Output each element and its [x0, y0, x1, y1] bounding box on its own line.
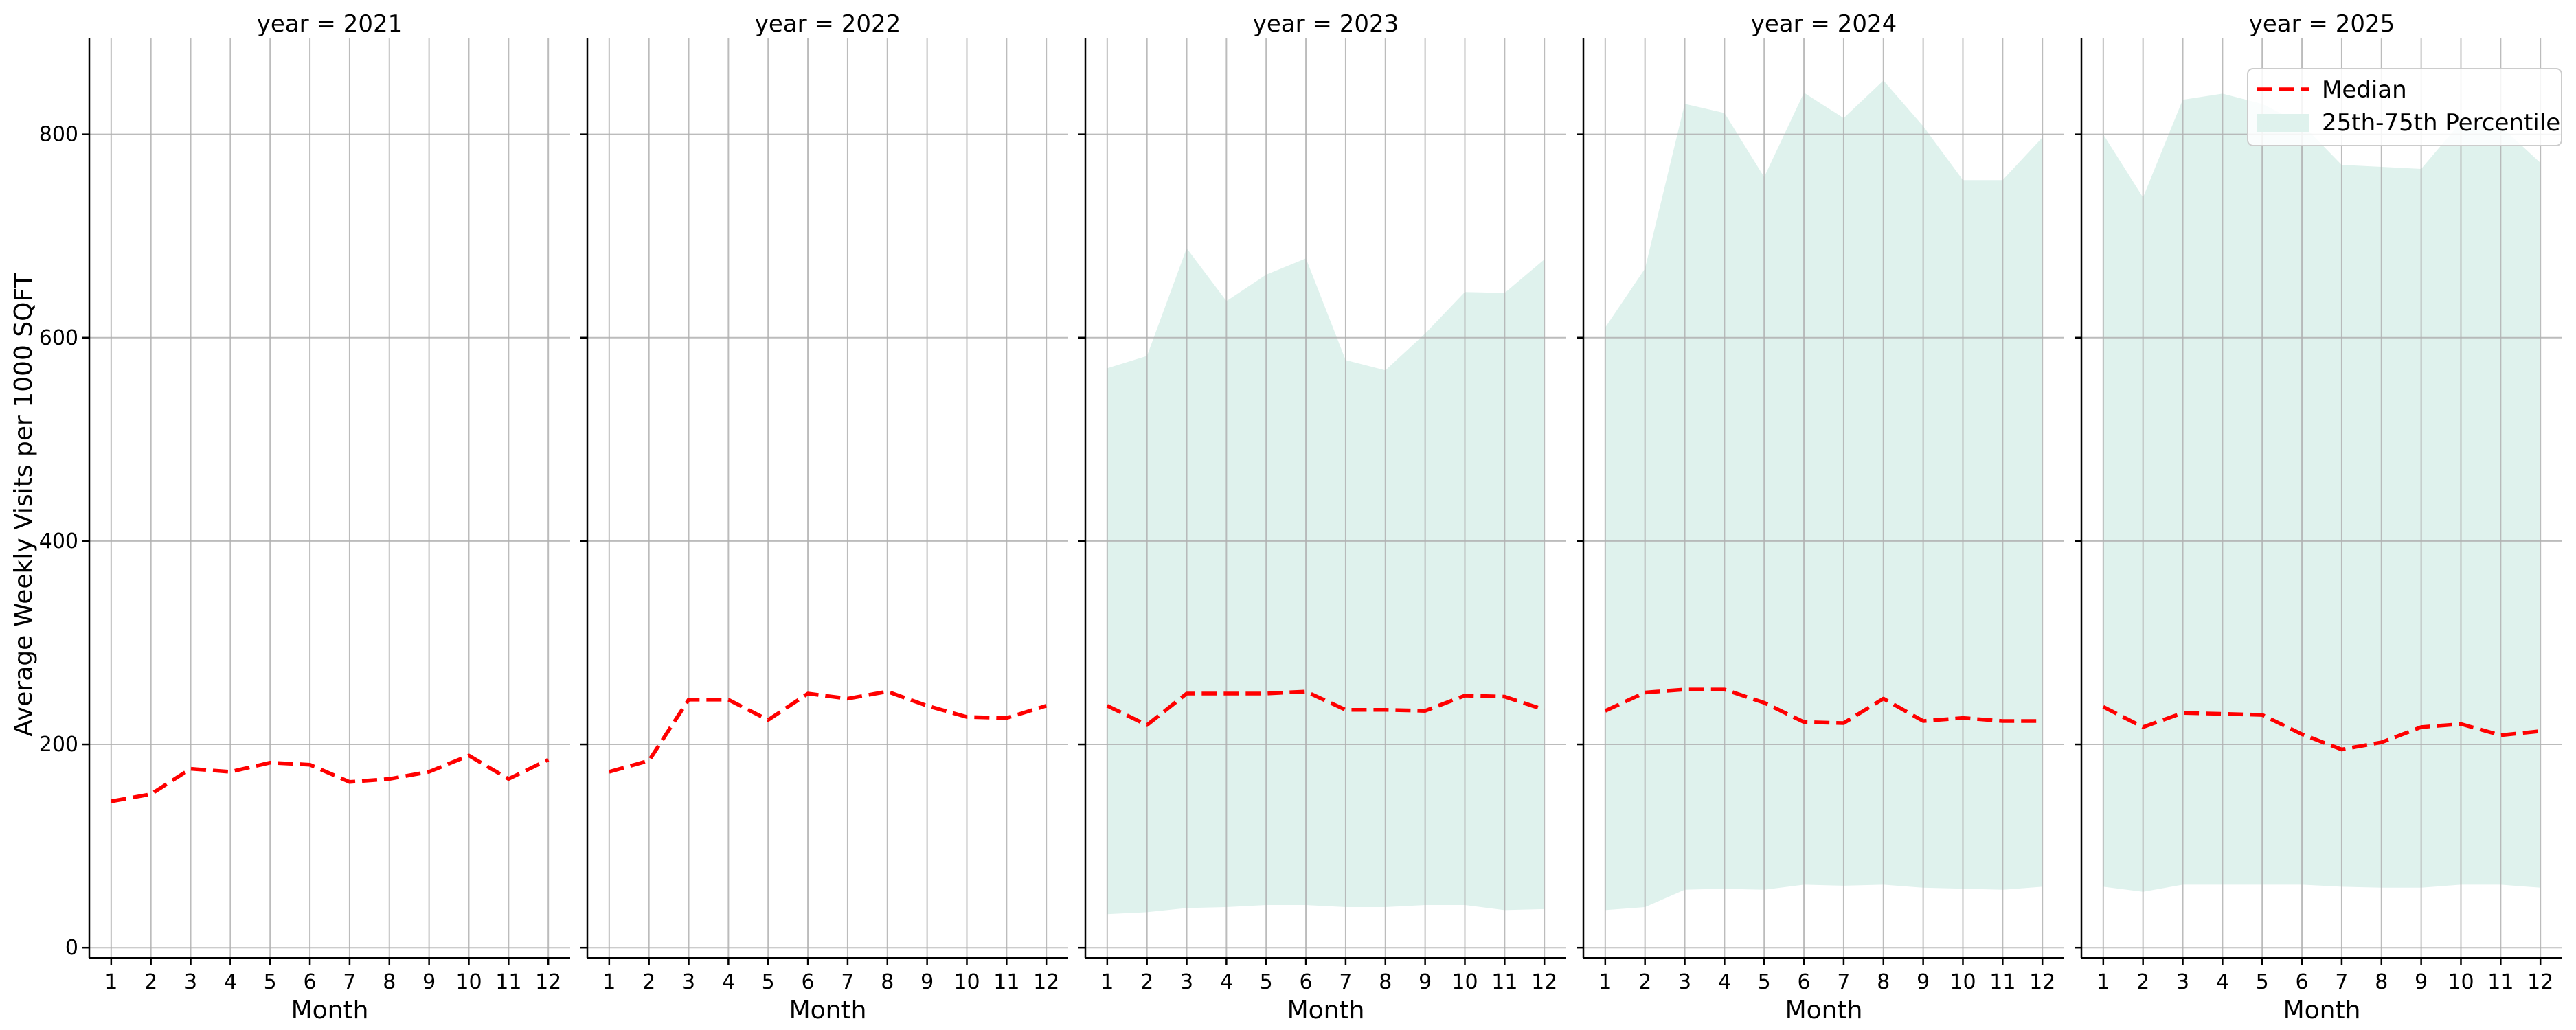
x-axis-label: Month: [789, 996, 867, 1025]
x-tick-label: 10: [953, 970, 980, 994]
x-tick-label: 8: [2375, 970, 2388, 994]
median-line: [1604, 687, 2043, 725]
x-tick-label: 9: [1419, 970, 1432, 994]
x-tick-label: 6: [802, 970, 815, 994]
x-tick-label: 12: [1531, 970, 1557, 994]
y-tick-label: 800: [39, 123, 78, 147]
x-tick-label: 3: [1678, 970, 1691, 994]
x-tick-label: 7: [343, 970, 356, 994]
x-tick-label: 7: [1837, 970, 1850, 994]
x-tick-label: 1: [602, 970, 615, 994]
x-tick-label: 2: [1638, 970, 1651, 994]
x-tick-label: 11: [1491, 970, 1517, 994]
x-tick-label: 11: [1989, 970, 2015, 994]
x-tick-label: 11: [2487, 970, 2513, 994]
x-tick-label: 2: [144, 970, 157, 994]
x-tick-label: 2: [1140, 970, 1153, 994]
x-tick-label: 10: [1451, 970, 1478, 994]
facet-title: year = 2023: [1253, 10, 1399, 38]
x-tick-label: 11: [993, 970, 1019, 994]
x-tick-label: 8: [1877, 970, 1890, 994]
x-tick-label: 12: [2029, 970, 2055, 994]
x-tick-label: 9: [422, 970, 436, 994]
x-tick-label: 1: [1100, 970, 1114, 994]
x-tick-label: 9: [920, 970, 934, 994]
x-tick-label: 8: [1379, 970, 1392, 994]
x-tick-label: 10: [2448, 970, 2474, 994]
x-axis-label: Month: [1785, 996, 1863, 1025]
x-tick-label: 1: [104, 970, 117, 994]
percentile-band: [1107, 248, 1545, 915]
x-tick-label: 3: [682, 970, 695, 994]
x-tick-label: 4: [1220, 970, 1233, 994]
x-tick-label: 3: [184, 970, 197, 994]
y-tick-label: 0: [65, 936, 78, 960]
x-tick-label: 5: [264, 970, 277, 994]
facet-title: year = 2022: [755, 10, 901, 38]
x-axis-label: Month: [2283, 996, 2361, 1025]
x-tick-label: 3: [1180, 970, 1193, 994]
x-tick-label: 5: [2256, 970, 2269, 994]
x-tick-label: 5: [1260, 970, 1273, 994]
x-tick-label: 8: [383, 970, 396, 994]
legend-band-swatch: [2257, 114, 2309, 132]
legend: Median 25th-75th Percentile: [2247, 68, 2562, 146]
percentile-band: [1605, 80, 2043, 911]
x-tick-label: 12: [2527, 970, 2553, 994]
x-axis-label: Month: [1287, 996, 1365, 1025]
median-line: [1106, 689, 1546, 727]
facet-title: year = 2021: [257, 10, 403, 38]
legend-box: [2247, 68, 2562, 146]
median-line: [2102, 705, 2541, 752]
y-tick-label: 600: [39, 326, 78, 350]
x-tick-label: 12: [1033, 970, 1059, 994]
x-axis-label: Month: [291, 996, 369, 1025]
x-tick-label: 2: [642, 970, 655, 994]
x-tick-label: 7: [1339, 970, 1352, 994]
legend-median-label: Median: [2322, 76, 2407, 104]
x-tick-label: 7: [2335, 970, 2348, 994]
legend-band-label: 25th-75th Percentile: [2322, 109, 2560, 137]
x-tick-label: 4: [2216, 970, 2229, 994]
x-tick-label: 4: [1718, 970, 1731, 994]
x-tick-label: 6: [1300, 970, 1313, 994]
median-line: [609, 689, 1048, 774]
x-tick-label: 1: [2097, 970, 2110, 994]
x-tick-label: 9: [1917, 970, 1930, 994]
x-tick-label: 2: [2136, 970, 2149, 994]
x-tick-label: 8: [881, 970, 894, 994]
y-tick-label: 400: [39, 529, 78, 553]
x-tick-label: 1: [1598, 970, 1612, 994]
x-tick-label: 5: [1758, 970, 1771, 994]
x-tick-label: 4: [722, 970, 735, 994]
facet-title: year = 2024: [1751, 10, 1897, 38]
y-tick-label: 200: [39, 733, 78, 757]
x-tick-label: 10: [455, 970, 482, 994]
x-tick-label: 5: [762, 970, 775, 994]
x-tick-label: 3: [2176, 970, 2189, 994]
x-tick-label: 7: [841, 970, 854, 994]
x-tick-label: 11: [495, 970, 521, 994]
x-tick-label: 12: [535, 970, 561, 994]
x-tick-label: 10: [1950, 970, 1976, 994]
x-tick-label: 6: [1798, 970, 1811, 994]
median-line: [111, 753, 550, 803]
x-tick-label: 6: [2296, 970, 2309, 994]
x-tick-label: 4: [224, 970, 237, 994]
x-tick-label: 6: [304, 970, 317, 994]
x-tick-label: 9: [2415, 970, 2428, 994]
percentile-band: [2103, 93, 2541, 892]
facet-title: year = 2025: [2249, 10, 2395, 38]
y-axis-label: Average Weekly Visits per 1000 SQFT: [10, 272, 38, 736]
